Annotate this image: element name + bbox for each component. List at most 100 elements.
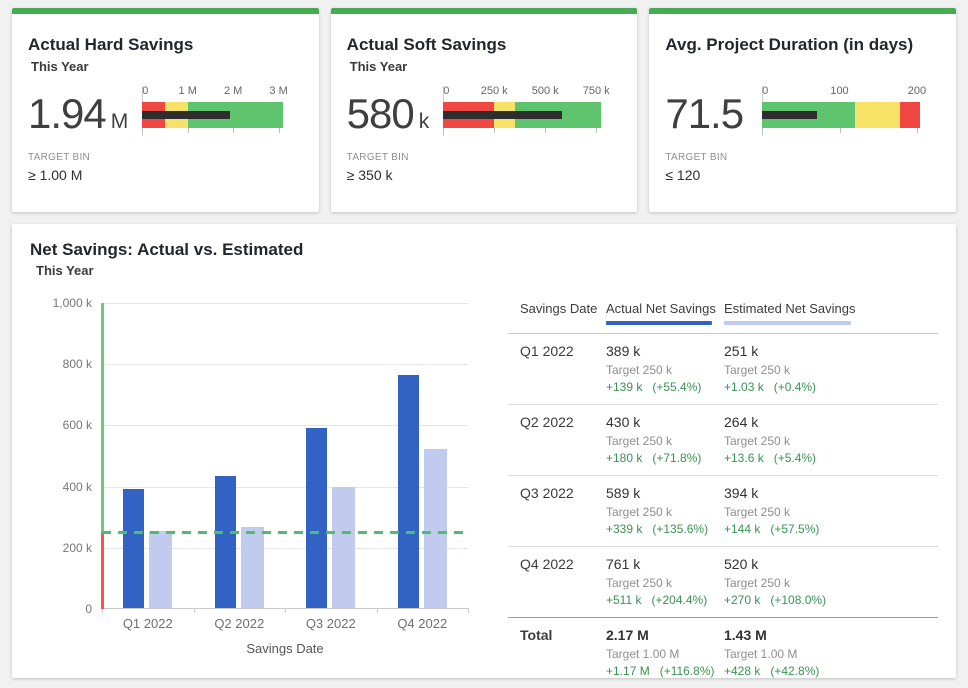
col-header-actual: Actual Net Savings <box>606 301 724 325</box>
bullet-measure-bar <box>443 111 561 119</box>
bullet-tick-marks <box>142 128 282 133</box>
bullet-tick-label: 500 k <box>532 85 559 97</box>
delta-amount: +428 k <box>724 664 760 678</box>
kpi-number: 71.5 <box>665 92 743 136</box>
cell-delta: +511 k(+204.4%) <box>606 594 724 607</box>
bullet-tick-mark <box>142 128 143 133</box>
bar-chart: 0200 k400 k600 k800 k1,000 kQ1 2022Q2 20… <box>30 291 470 688</box>
panel-content: 0200 k400 k600 k800 k1,000 kQ1 2022Q2 20… <box>30 291 938 688</box>
cell-target: Target 250 k <box>606 435 724 448</box>
cell-delta: +144 k(+57.5%) <box>724 523 938 536</box>
delta-amount: +270 k <box>724 593 760 607</box>
plot-area: 0200 k400 k600 k800 k1,000 kQ1 2022Q2 20… <box>102 303 468 609</box>
cell-value: 761 k <box>606 556 724 573</box>
kpi-row: 580 k 0250 k500 k750 k <box>347 82 622 136</box>
bullet-tick-label: 100 <box>830 85 848 97</box>
target-bin-value: ≤ 120 <box>665 167 940 183</box>
cell-value: 251 k <box>724 343 938 360</box>
card-title: Avg. Project Duration (in days) <box>665 34 940 56</box>
cell-actual: 389 kTarget 250 k+139 k(+55.4%) <box>606 343 724 394</box>
cell-date: Q1 2022 <box>520 343 606 394</box>
col-header-label: Actual Net Savings <box>606 301 724 316</box>
table-row[interactable]: Q4 2022761 kTarget 250 k+511 k(+204.4%)5… <box>508 546 938 617</box>
target-bin-label: TARGET BIN <box>28 152 303 163</box>
kpi-value: 580 k <box>347 92 430 136</box>
series-swatch-estimated <box>724 321 851 325</box>
cell-estimated: 520 kTarget 250 k+270 k(+108.0%) <box>724 556 938 607</box>
bullet-axis: 0250 k500 k750 k <box>443 84 601 100</box>
cell-target: Target 250 k <box>724 577 938 590</box>
bullet-tick-mark <box>840 128 841 133</box>
bar-estimated[interactable] <box>149 531 172 608</box>
bar-estimated[interactable] <box>424 449 447 608</box>
kpi-card-avg-project-duration[interactable]: Avg. Project Duration (in days) 71.5 0 10… <box>649 8 956 212</box>
cell-target: Target 250 k <box>606 577 724 590</box>
bullet-tick-mark <box>917 128 918 133</box>
cell-value: 1.43 M <box>724 627 938 644</box>
cell-actual: 761 k Target 250 k +511 k(+204.4%) <box>606 556 724 607</box>
x-tick <box>194 608 195 613</box>
cell-value: 264 k <box>724 414 938 431</box>
bullet-tick-label: 250 k <box>481 85 508 97</box>
cell-date: Q3 2022 <box>520 485 606 536</box>
bullet-tick-label: 2 M <box>224 85 242 97</box>
kpi-card-actual-soft-savings[interactable]: Actual Soft Savings This Year 580 k 0250… <box>331 8 638 212</box>
bullet-tick-label: 0 <box>142 85 148 97</box>
bar-actual[interactable] <box>306 428 327 608</box>
y-axis-line-below-target <box>101 533 104 610</box>
bullet-track <box>142 102 282 128</box>
cell-delta: +180 k (+71.8%) <box>606 452 724 465</box>
table-row[interactable]: Q2 2022430 kTarget 250 k+180 k(+71.8%)26… <box>508 404 938 475</box>
delta-percent: (+204.4%) <box>651 593 707 607</box>
x-category-label: Q3 2022 <box>285 616 377 631</box>
delta-percent: (+0.4%) <box>774 380 816 394</box>
cell-value: 389 k <box>606 343 724 360</box>
cell-value: 394 k <box>724 485 938 502</box>
net-savings-panel[interactable]: Net Savings: Actual vs. Estimated This Y… <box>12 224 956 678</box>
bullet-tick-marks <box>762 128 920 133</box>
bar-actual[interactable] <box>123 489 144 608</box>
bar-estimated[interactable] <box>332 487 355 608</box>
kpi-unit: k <box>419 110 430 134</box>
delta-amount: +13.6 k <box>724 451 764 465</box>
cell-date: Total <box>520 627 606 678</box>
delta-percent: (+71.8%) <box>652 451 701 465</box>
kpi-number: 580 <box>347 92 414 136</box>
delta-percent: (+42.8%) <box>770 664 819 678</box>
bullet-segment-yellow <box>855 102 900 128</box>
table-row[interactable]: Total2.17 MTarget 1.00 M+1.17 M(+116.8%)… <box>508 617 938 688</box>
bullet-tick-mark <box>279 128 280 133</box>
x-category-label: Q4 2022 <box>377 616 469 631</box>
delta-percent: (+5.4%) <box>774 451 816 465</box>
col-header-label: Savings Date <box>520 301 606 316</box>
card-subtitle <box>668 58 940 76</box>
y-axis-label: 600 k <box>63 418 92 432</box>
delta-percent: (+57.5%) <box>770 522 819 536</box>
delta-amount: +1.03 k <box>724 380 764 394</box>
target-bin-label: TARGET BIN <box>665 152 940 163</box>
bullet-chart: 0250 k500 k750 k <box>443 82 601 136</box>
series-swatch-actual <box>606 321 712 325</box>
kpi-card-actual-hard-savings[interactable]: Actual Hard Savings This Year 1.94 M 01 … <box>12 8 319 212</box>
bullet-chart: 0100200 <box>762 82 920 136</box>
bullet-tick-mark <box>188 128 189 133</box>
bullet-tick-label: 0 <box>443 85 449 97</box>
kpi-unit: M <box>111 110 129 134</box>
bar-actual[interactable] <box>398 375 419 608</box>
card-body: Actual Hard Savings This Year 1.94 M 01 … <box>12 14 319 183</box>
bullet-axis: 01 M2 M3 M <box>142 84 282 100</box>
bar-actual[interactable] <box>215 476 236 608</box>
cell-delta: +428 k (+42.8%) <box>724 665 938 678</box>
delta-amount: +180 k <box>606 451 642 465</box>
bullet-measure-bar <box>762 111 817 119</box>
x-axis-title: Savings Date <box>102 641 468 656</box>
bar-estimated[interactable] <box>241 527 264 608</box>
cell-delta: +13.6 k (+5.4%) <box>724 452 938 465</box>
card-title: Actual Soft Savings <box>347 34 622 56</box>
bullet-measure-bar <box>142 111 230 119</box>
bullet-tick-label: 0 <box>762 85 768 97</box>
cell-target: Target 250 k <box>606 364 724 377</box>
table-row[interactable]: Q1 2022389 kTarget 250 k+139 k(+55.4%)25… <box>508 334 938 404</box>
cell-target: Target 1.00 M <box>724 648 938 661</box>
table-row[interactable]: Q3 2022589 kTarget 250 k+339 k(+135.6%)3… <box>508 475 938 546</box>
